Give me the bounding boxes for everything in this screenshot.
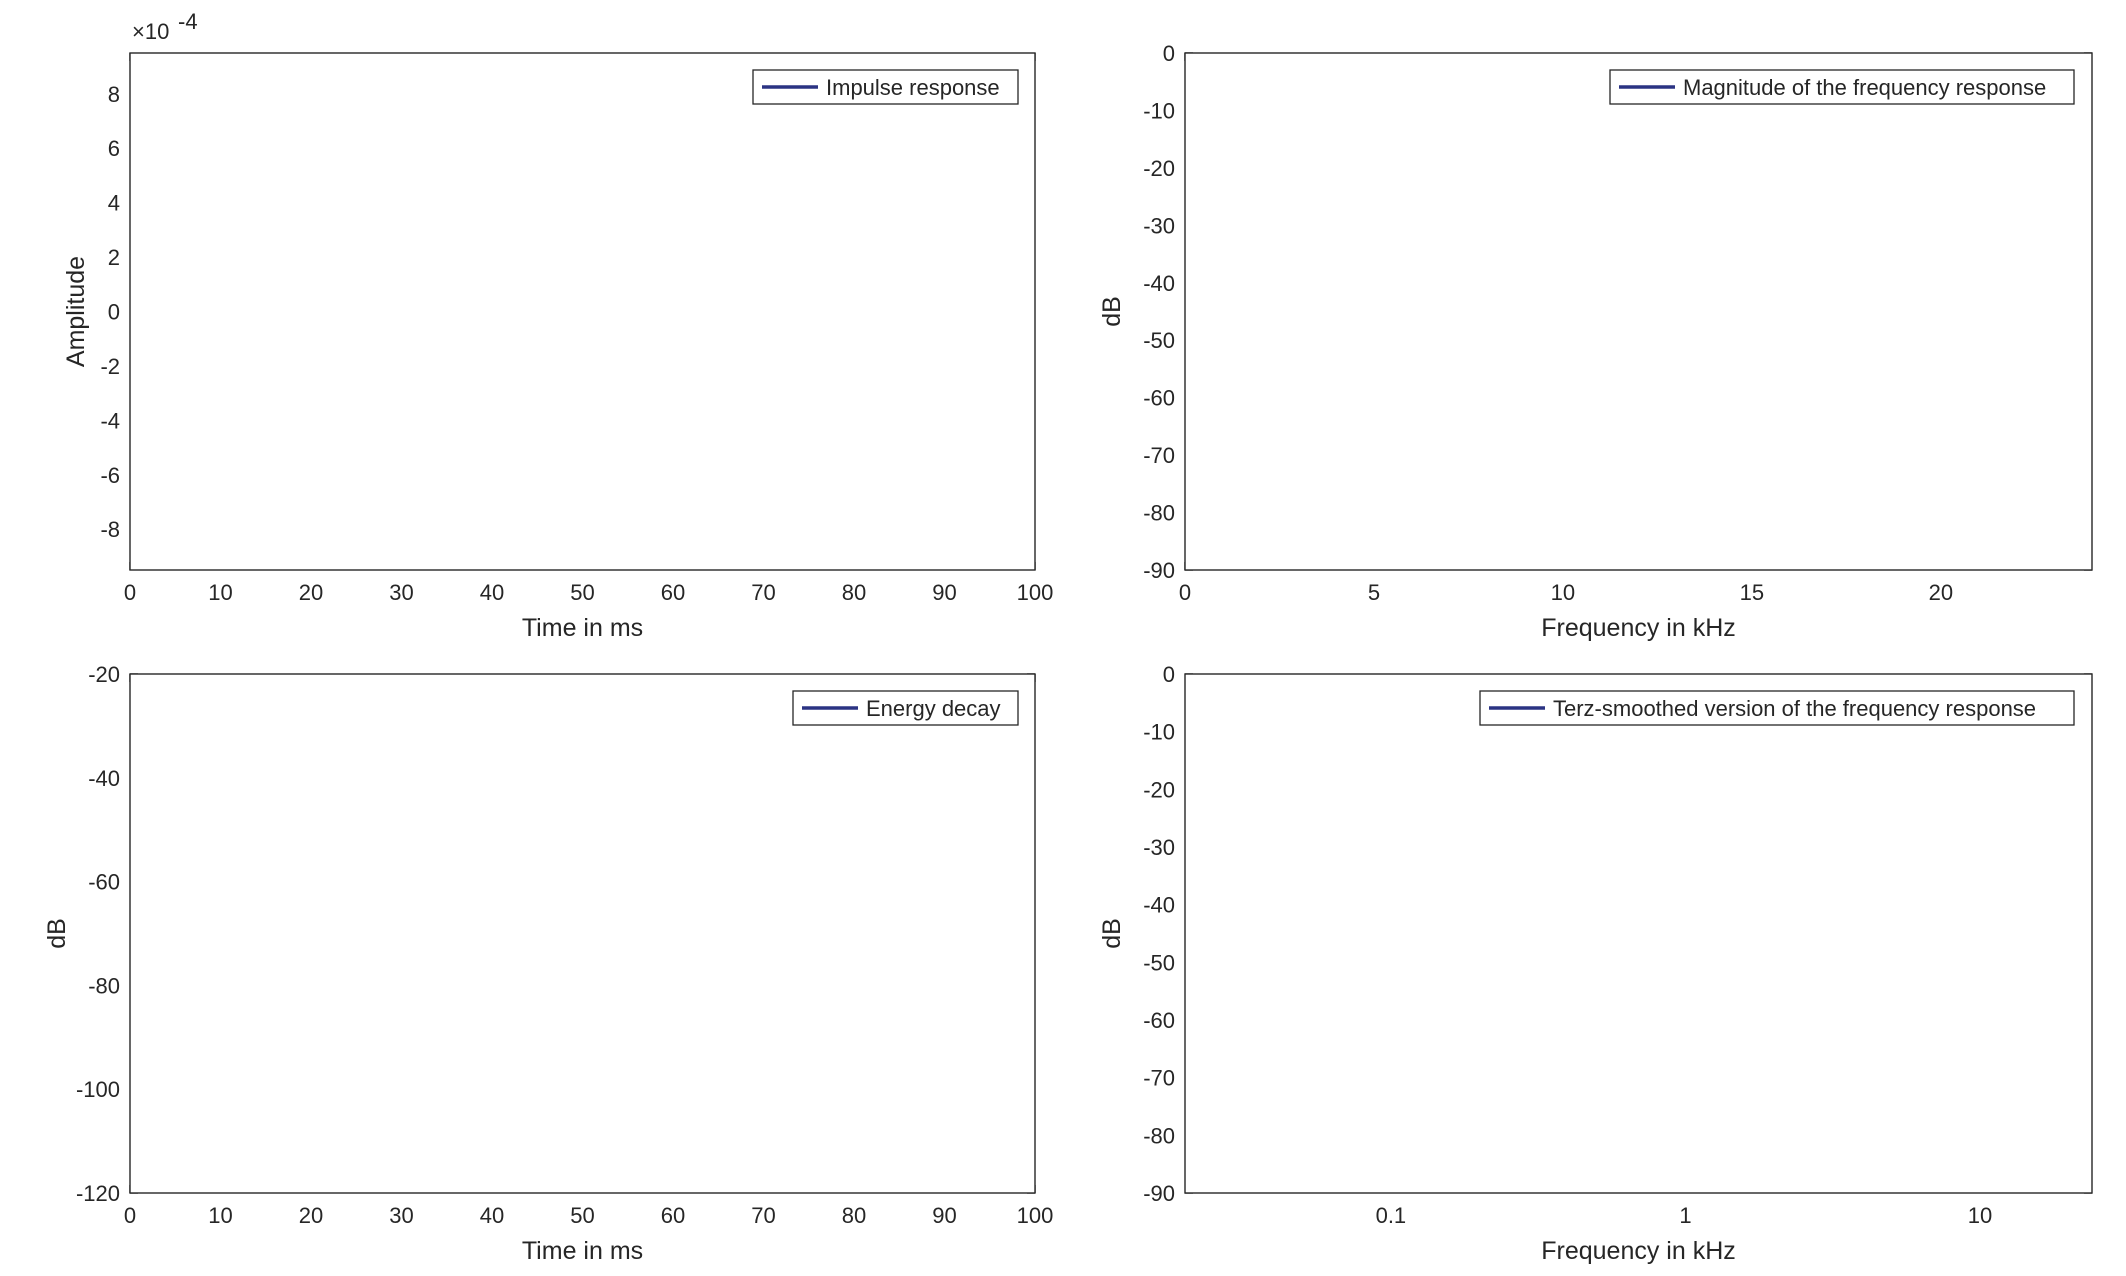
- legend-label: Impulse response: [826, 75, 1000, 100]
- x-tick-label: 40: [480, 580, 504, 605]
- x-tick-label: 0: [1179, 580, 1191, 605]
- y-tick-label: -20: [1143, 777, 1175, 802]
- y-tick-label: -80: [88, 973, 120, 998]
- legend-label: Terz-smoothed version of the frequency r…: [1553, 696, 2036, 721]
- legend-label: Energy decay: [866, 696, 1001, 721]
- x-tick-label: 5: [1368, 580, 1380, 605]
- y-tick-label: -10: [1143, 720, 1175, 745]
- x-tick-label: 15: [1740, 580, 1764, 605]
- y-tick-label: -4: [100, 408, 120, 433]
- y-tick-label: -50: [1143, 950, 1175, 975]
- y-tick-label: -30: [1143, 213, 1175, 238]
- x-tick-label: 30: [389, 580, 413, 605]
- y-tick-label: -80: [1143, 501, 1175, 526]
- plot-frame: [1184, 52, 2093, 571]
- chart-1: 0 10 20 30 40 50 60 70 80 90 100 -8 -6 -4 -2 0 2 4 6 8 Time …: [62, 9, 1053, 642]
- y-tick-label: -80: [1143, 1123, 1175, 1148]
- y-tick-label: 6: [108, 136, 120, 161]
- x-tick-label: 100: [1017, 1203, 1054, 1228]
- y-tick-label: -90: [1143, 1181, 1175, 1206]
- x-tick-label: 80: [842, 1203, 866, 1228]
- x-tick-label: 100: [1017, 580, 1054, 605]
- x-axis-label: Frequency in kHz: [1541, 614, 1736, 642]
- x-tick-label: 80: [842, 580, 866, 605]
- x-tick-label: 30: [389, 1203, 413, 1228]
- x-tick-label: 50: [570, 580, 594, 605]
- x-tick-label: 70: [751, 580, 775, 605]
- x-tick-label: 10: [208, 1203, 232, 1228]
- y-tick-label: -6: [100, 463, 120, 488]
- x-tick-label: 0.1: [1376, 1203, 1407, 1228]
- y-exponent-value: -4: [178, 9, 198, 34]
- y-tick-label: -30: [1143, 835, 1175, 860]
- y-tick-label: -70: [1143, 1066, 1175, 1091]
- x-tick-label: 10: [1968, 1203, 1992, 1228]
- x-tick-label: 10: [208, 580, 232, 605]
- y-tick-label: 4: [108, 191, 120, 216]
- legend: Impulse response: [752, 69, 1019, 105]
- y-tick-label: -8: [100, 517, 120, 542]
- legend: Energy decay: [792, 690, 1019, 726]
- y-tick-label: -100: [76, 1077, 120, 1102]
- y-tick-label: -40: [88, 766, 120, 791]
- x-tick-label: 0: [124, 1203, 136, 1228]
- x-axis-label: Time in ms: [522, 614, 643, 642]
- y-tick-label: -60: [88, 870, 120, 895]
- y-tick-label: -60: [1143, 1008, 1175, 1033]
- y-tick-label: 2: [108, 245, 120, 270]
- y-tick-label: -90: [1143, 558, 1175, 583]
- y-tick-label: -120: [76, 1181, 120, 1206]
- y-tick-label: -2: [100, 354, 120, 379]
- y-axis-label: Amplitude: [62, 256, 90, 367]
- y-tick-label: -50: [1143, 328, 1175, 353]
- x-tick-label: 50: [570, 1203, 594, 1228]
- x-tick-label: 60: [661, 580, 685, 605]
- legend: Terz-smoothed version of the frequency r…: [1479, 690, 2075, 726]
- plot-frame: [129, 673, 1036, 1194]
- x-tick-label: 60: [661, 1203, 685, 1228]
- y-tick-label: -20: [88, 662, 120, 687]
- y-tick-label: 8: [108, 82, 120, 107]
- legend-box: [1609, 69, 2075, 105]
- y-tick-label: -10: [1143, 98, 1175, 123]
- x-tick-label: 40: [480, 1203, 504, 1228]
- x-tick-label: 70: [751, 1203, 775, 1228]
- y-tick-label: 0: [1163, 41, 1175, 66]
- x-axis-label: Time in ms: [522, 1237, 643, 1265]
- chart-4: 0.1 1 10 0 -10 -20 -30 -40 -50 -60 -70 -80 -90 Freque…: [1098, 662, 2093, 1265]
- x-tick-label: 90: [932, 1203, 956, 1228]
- x-tick-label: 20: [1929, 580, 1953, 605]
- x-tick-label: 20: [299, 580, 323, 605]
- y-axis-label: dB: [43, 918, 71, 949]
- y-tick-label: -40: [1143, 893, 1175, 918]
- x-axis-label: Frequency in kHz: [1541, 1237, 1736, 1265]
- y-tick-label: -60: [1143, 386, 1175, 411]
- x-tick-label: 20: [299, 1203, 323, 1228]
- legend-label: Magnitude of the frequency response: [1683, 75, 2046, 100]
- y-tick-label: 0: [1163, 662, 1175, 687]
- y-axis-label: dB: [1098, 296, 1126, 327]
- y-tick-label: -40: [1143, 271, 1175, 296]
- y-tick-label: -20: [1143, 156, 1175, 181]
- y-axis-label: dB: [1098, 918, 1126, 949]
- x-tick-label: 90: [932, 580, 956, 605]
- plot-frame: [129, 52, 1036, 571]
- x-tick-label: 0: [124, 580, 136, 605]
- y-exponent-label: ×10: [132, 19, 169, 44]
- legend: Magnitude of the frequency response: [1609, 69, 2075, 105]
- chart-3: 0 10 20 30 40 50 60 70 80 90 100 -20 -40 -60 -80 -100 -1…: [43, 662, 1053, 1265]
- y-tick-label: 0: [108, 300, 120, 325]
- chart-2: 0 5 10 15 20 0 -10 -20 -30 -40 -50 -60 -70 -80 -90 Freq…: [1098, 41, 2093, 642]
- x-tick-label: 10: [1551, 580, 1575, 605]
- plot-frame: [1184, 673, 2093, 1194]
- legend-box: [1479, 690, 2075, 726]
- y-tick-label: -70: [1143, 443, 1175, 468]
- x-tick-label: 1: [1679, 1203, 1691, 1228]
